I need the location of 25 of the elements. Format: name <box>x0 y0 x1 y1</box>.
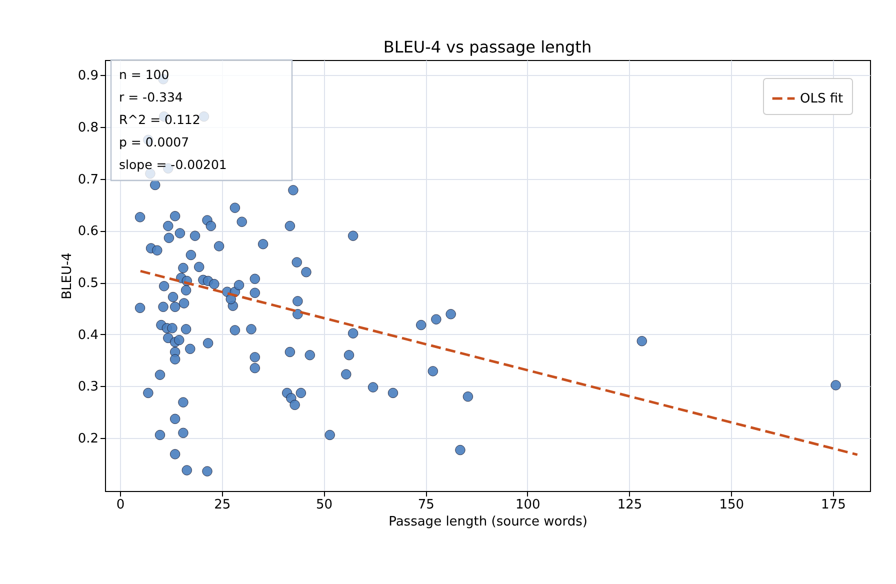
y-tick-label: 0.9 <box>78 68 98 84</box>
x-tick-label: 175 <box>821 498 846 512</box>
y-tick-label: 0.8 <box>78 120 98 136</box>
x-tick-label: 125 <box>617 498 642 512</box>
x-tick-label: 0 <box>116 498 125 512</box>
x-tick-label: 150 <box>719 498 744 512</box>
y-tick-label: 0.2 <box>78 432 98 447</box>
annotation: r = -0.334 <box>119 90 183 104</box>
x-tick-label: 50 <box>316 498 333 512</box>
chart-title: BLEU-4 vs passage length <box>383 37 592 56</box>
y-tick-label: 0.4 <box>78 328 98 343</box>
y-axis-title: BLEU-4 <box>60 252 75 300</box>
annotation: slope = -0.00201 <box>119 157 227 172</box>
annotation: R^2 = 0.112 <box>119 112 200 127</box>
y-tick-label: 0.6 <box>78 224 98 240</box>
y-tick-label: 0.5 <box>78 276 98 291</box>
x-tick-label: 100 <box>516 498 540 512</box>
x-axis-title: Passage length (source words) <box>388 514 588 530</box>
legend-label: OLS fit <box>800 92 844 106</box>
x-tick-label: 25 <box>214 498 231 512</box>
annotation: p = 0.0007 <box>119 134 190 150</box>
x-tick-label: 75 <box>418 498 434 512</box>
annotation: n = 100 <box>119 67 170 82</box>
y-tick-label: 0.7 <box>78 172 98 188</box>
y-tick-label: 0.3 <box>78 380 98 395</box>
